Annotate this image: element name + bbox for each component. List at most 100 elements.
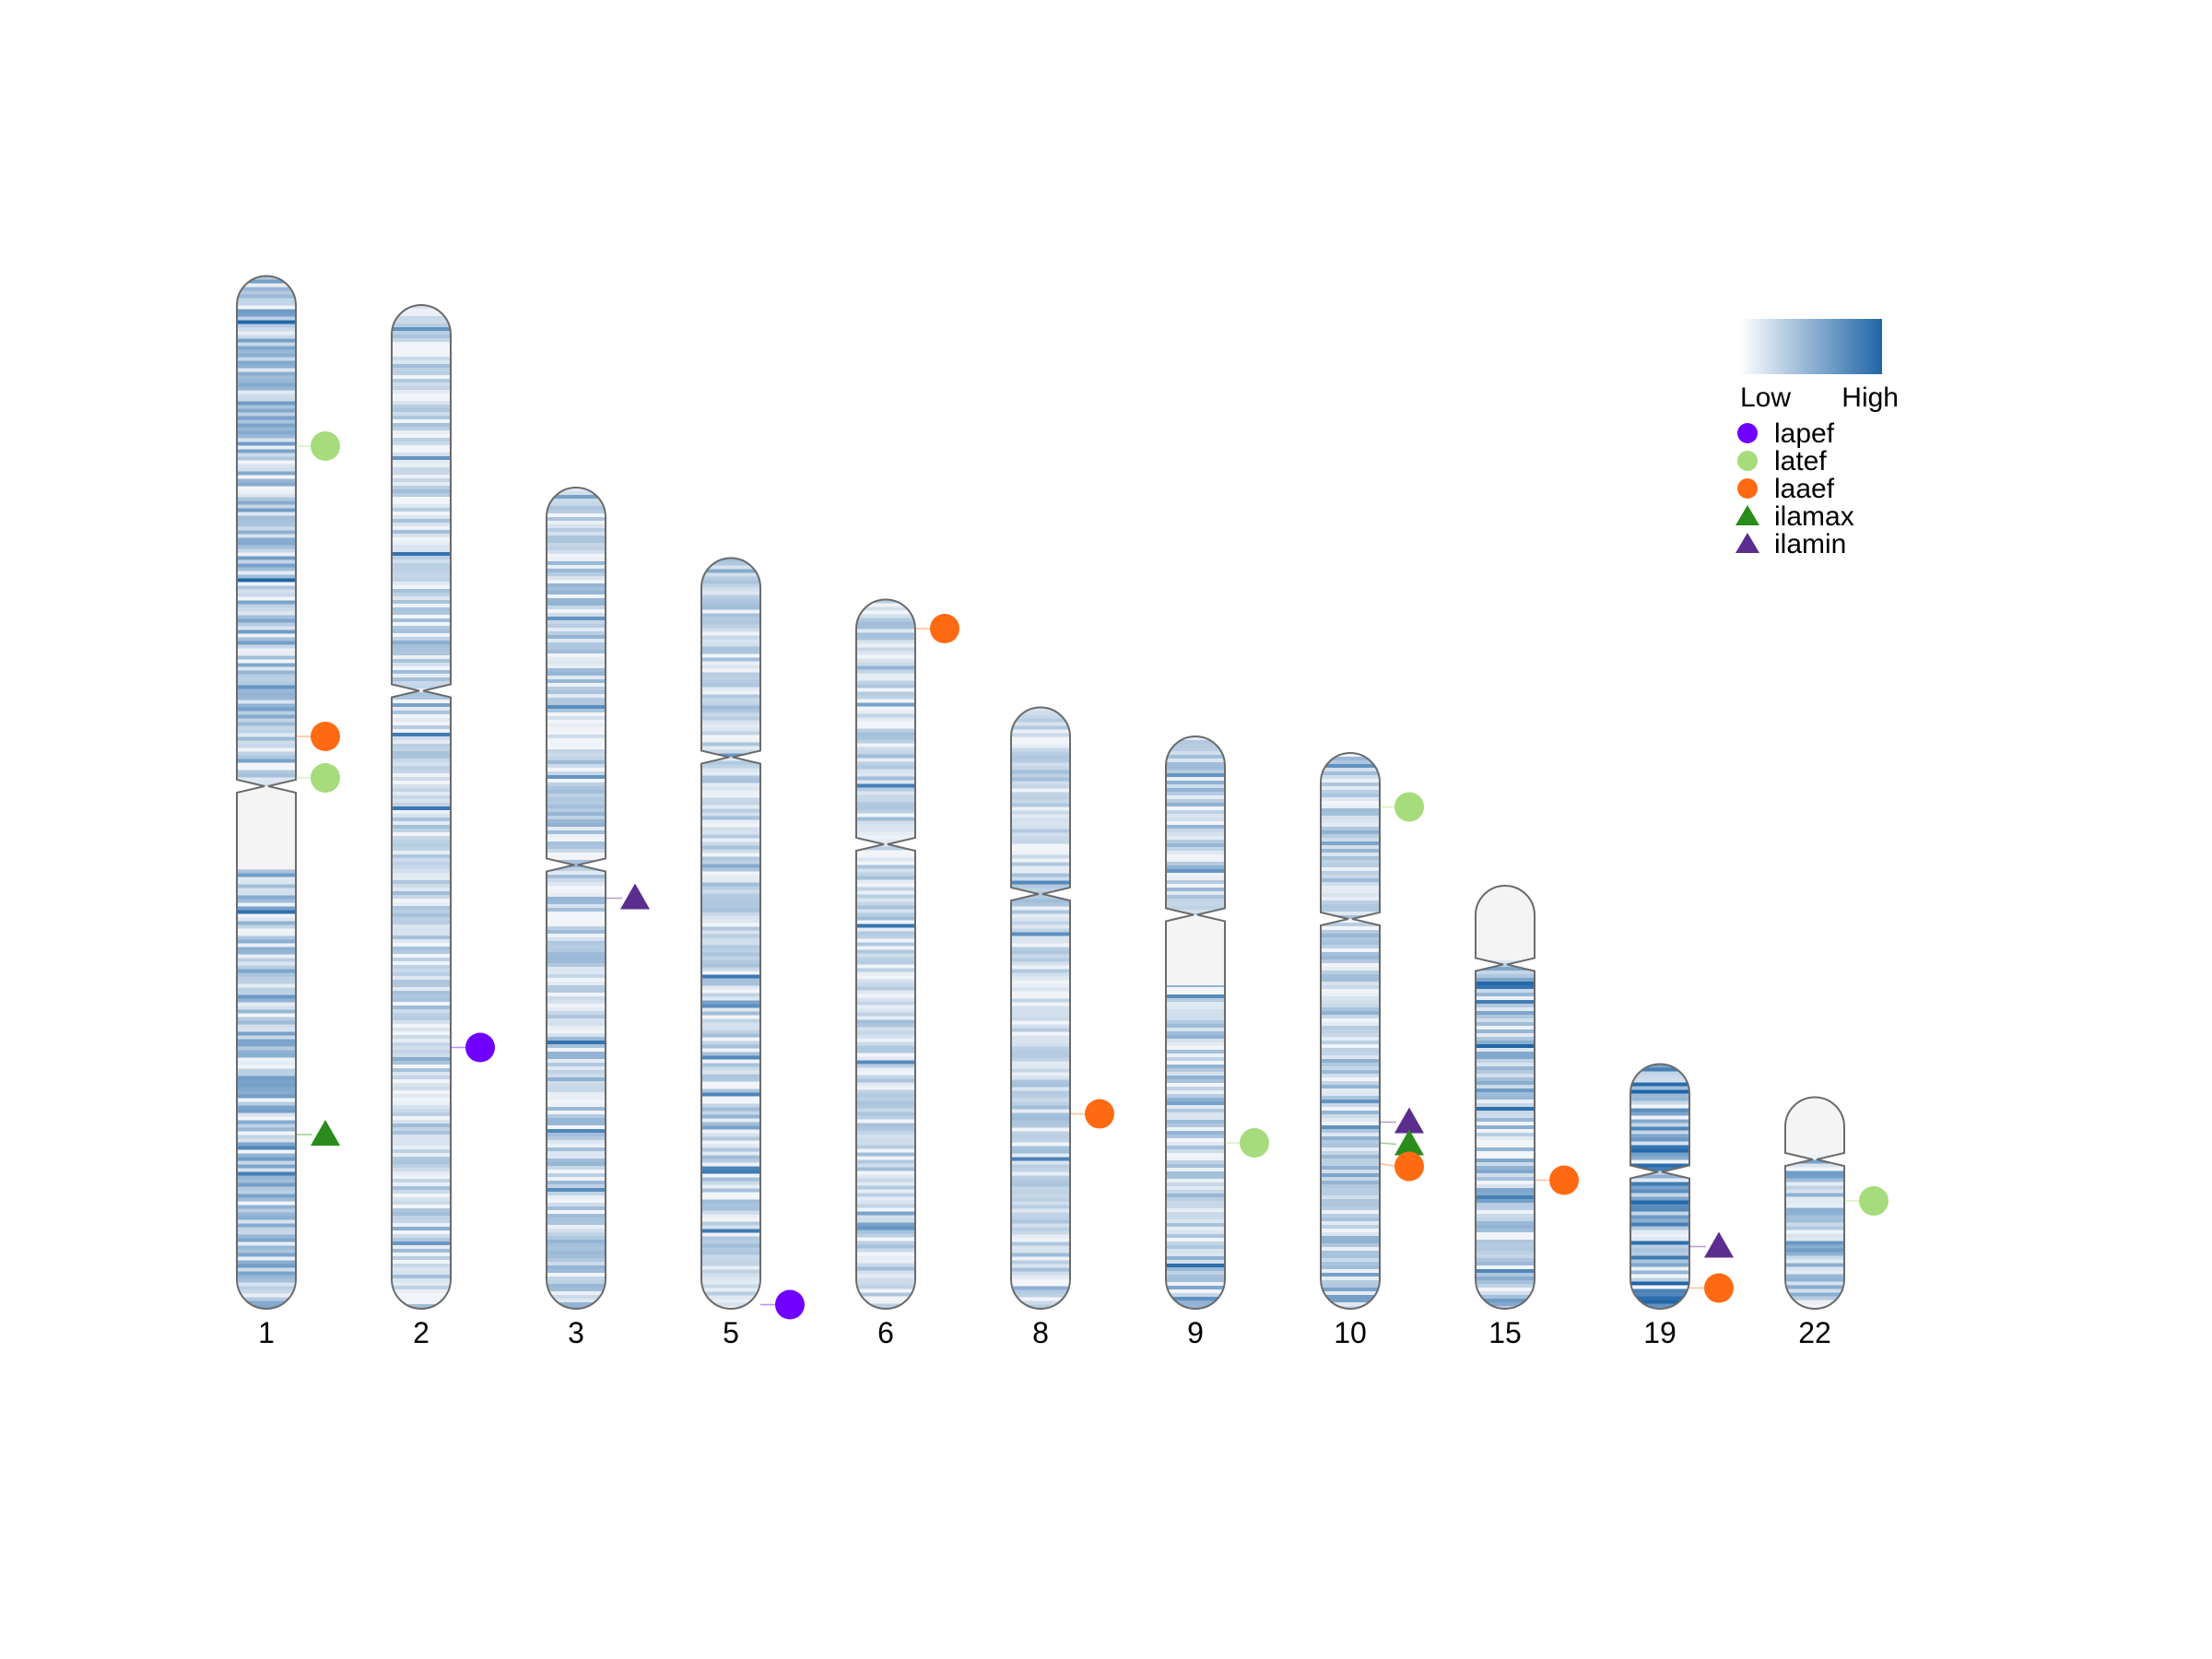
laaef-marker (1394, 1151, 1424, 1182)
density-band (547, 1074, 606, 1078)
density-band (392, 862, 451, 866)
density-band (547, 875, 606, 879)
density-band (547, 547, 606, 551)
density-band (856, 1182, 915, 1186)
density-band (856, 865, 915, 869)
density-band (701, 1184, 760, 1189)
density-band (1011, 873, 1070, 877)
density-band (1785, 1270, 1844, 1275)
density-band (1011, 888, 1070, 892)
density-band (547, 1173, 606, 1178)
density-band (1476, 1085, 1535, 1089)
density-band (547, 1118, 606, 1123)
density-band (1321, 1295, 1380, 1300)
density-band (237, 626, 296, 630)
density-band (237, 1083, 296, 1088)
density-band (701, 1144, 760, 1148)
density-band (392, 854, 451, 859)
density-band (1011, 840, 1070, 844)
density-band (1476, 1284, 1535, 1288)
density-band (1011, 832, 1070, 837)
density-band (1011, 880, 1070, 885)
density-band (1166, 1127, 1225, 1132)
density-band (237, 1186, 296, 1191)
density-band (856, 876, 915, 880)
density-band (1321, 893, 1380, 898)
density-band (237, 677, 296, 682)
density-band (392, 386, 451, 391)
density-band (1321, 1218, 1380, 1222)
density-band (237, 961, 296, 966)
density-band (237, 644, 296, 649)
chromosome-outline (1165, 735, 1226, 1310)
density-band (701, 624, 760, 629)
density-band (237, 530, 296, 535)
density-band (856, 1156, 915, 1160)
density-band (392, 1076, 451, 1080)
density-band (237, 965, 296, 970)
density-band (1785, 1204, 1844, 1208)
density-band (547, 561, 606, 566)
density-band (701, 738, 760, 743)
chromosome-label: 19 (1643, 1316, 1677, 1349)
legend-item-label: latef (1774, 446, 1827, 477)
density-band (701, 882, 760, 887)
density-band (547, 856, 606, 861)
density-band (1476, 1030, 1535, 1034)
density-band (1321, 771, 1380, 776)
density-band (547, 1059, 606, 1064)
density-band (701, 1000, 760, 1005)
density-band (547, 982, 606, 986)
density-band (856, 938, 915, 943)
density-band (1476, 1262, 1535, 1266)
density-band (856, 1056, 915, 1061)
latef-marker (1240, 1128, 1269, 1158)
density-band (1321, 867, 1380, 872)
density-band (1321, 908, 1380, 912)
density-band (1166, 1304, 1225, 1309)
density-band (1166, 740, 1225, 745)
density-band (1011, 1072, 1070, 1077)
density-band (237, 589, 296, 594)
density-band (1166, 1275, 1225, 1279)
density-band (856, 658, 915, 663)
density-band (392, 497, 451, 501)
density-band (1476, 989, 1535, 994)
density-band (856, 1244, 915, 1249)
density-band (701, 945, 760, 949)
density-band (856, 1045, 915, 1050)
density-band (1630, 1089, 1689, 1094)
density-band (856, 994, 915, 998)
density-band (701, 620, 760, 625)
density-band (701, 1302, 760, 1307)
density-band (547, 893, 606, 898)
density-band (701, 948, 760, 953)
density-band (1476, 1288, 1535, 1292)
density-band (392, 1072, 451, 1077)
density-band (237, 1112, 296, 1117)
density-band (392, 1061, 451, 1065)
marker-ilamax (296, 1120, 340, 1146)
density-band (701, 569, 760, 573)
density-band (701, 1188, 760, 1193)
density-band (237, 611, 296, 616)
density-band (547, 1140, 606, 1145)
density-band (701, 982, 760, 986)
density-band (237, 335, 296, 339)
density-band (856, 1034, 915, 1039)
density-band (547, 956, 606, 960)
density-band (237, 574, 296, 579)
density-band (856, 1252, 915, 1256)
density-band (1166, 1190, 1225, 1194)
density-band (856, 776, 915, 781)
density-band (392, 482, 451, 487)
density-band (547, 513, 606, 518)
density-band (237, 947, 296, 951)
density-band (547, 996, 606, 1001)
density-band (1785, 1207, 1844, 1212)
density-band (701, 1181, 760, 1185)
density-band (856, 680, 915, 685)
density-band (237, 578, 296, 582)
density-band (392, 836, 451, 841)
density-band (1476, 1188, 1535, 1193)
